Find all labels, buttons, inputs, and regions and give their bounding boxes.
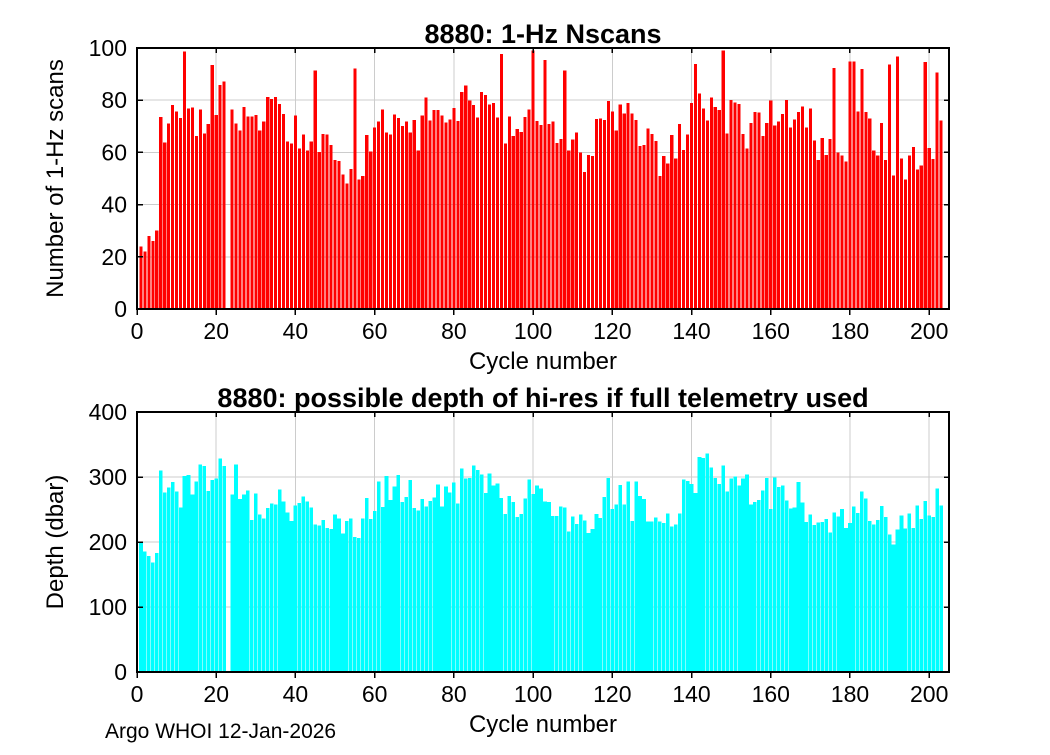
svg-text:120: 120 — [593, 318, 631, 344]
svg-text:140: 140 — [672, 318, 710, 344]
svg-text:100: 100 — [89, 594, 127, 620]
svg-text:400: 400 — [89, 399, 127, 425]
svg-text:0: 0 — [114, 296, 127, 322]
svg-text:80: 80 — [441, 681, 467, 707]
svg-text:Cycle number: Cycle number — [469, 348, 617, 375]
svg-text:160: 160 — [752, 318, 790, 344]
svg-text:8880: 1-Hz Nscans: 8880: 1-Hz Nscans — [424, 19, 661, 49]
svg-text:80: 80 — [101, 87, 127, 113]
svg-text:Argo WHOI 12-Jan-2026: Argo WHOI 12-Jan-2026 — [105, 720, 336, 743]
svg-text:20: 20 — [101, 244, 127, 270]
svg-text:200: 200 — [910, 318, 948, 344]
svg-text:100: 100 — [89, 35, 127, 61]
svg-text:60: 60 — [101, 139, 127, 165]
svg-text:140: 140 — [672, 681, 710, 707]
svg-text:0: 0 — [131, 318, 144, 344]
svg-text:40: 40 — [283, 318, 309, 344]
svg-text:Cycle number: Cycle number — [469, 711, 617, 738]
svg-text:8880: possible depth of hi-res: 8880: possible depth of hi-res if full t… — [217, 383, 868, 413]
svg-text:40: 40 — [283, 681, 309, 707]
svg-text:60: 60 — [362, 681, 388, 707]
svg-text:0: 0 — [131, 681, 144, 707]
svg-text:120: 120 — [593, 681, 631, 707]
svg-text:160: 160 — [752, 681, 790, 707]
svg-text:180: 180 — [831, 318, 869, 344]
svg-text:0: 0 — [114, 659, 127, 685]
svg-text:100: 100 — [514, 681, 552, 707]
svg-text:180: 180 — [831, 681, 869, 707]
svg-text:100: 100 — [514, 318, 552, 344]
svg-text:80: 80 — [441, 318, 467, 344]
svg-text:200: 200 — [910, 681, 948, 707]
svg-text:20: 20 — [203, 681, 229, 707]
svg-text:300: 300 — [89, 464, 127, 490]
svg-text:20: 20 — [203, 318, 229, 344]
svg-text:40: 40 — [101, 192, 127, 218]
svg-text:60: 60 — [362, 318, 388, 344]
svg-text:200: 200 — [89, 529, 127, 555]
svg-text:Number of 1-Hz scans: Number of 1-Hz scans — [42, 59, 69, 298]
svg-text:Depth (dbar): Depth (dbar) — [42, 475, 69, 610]
